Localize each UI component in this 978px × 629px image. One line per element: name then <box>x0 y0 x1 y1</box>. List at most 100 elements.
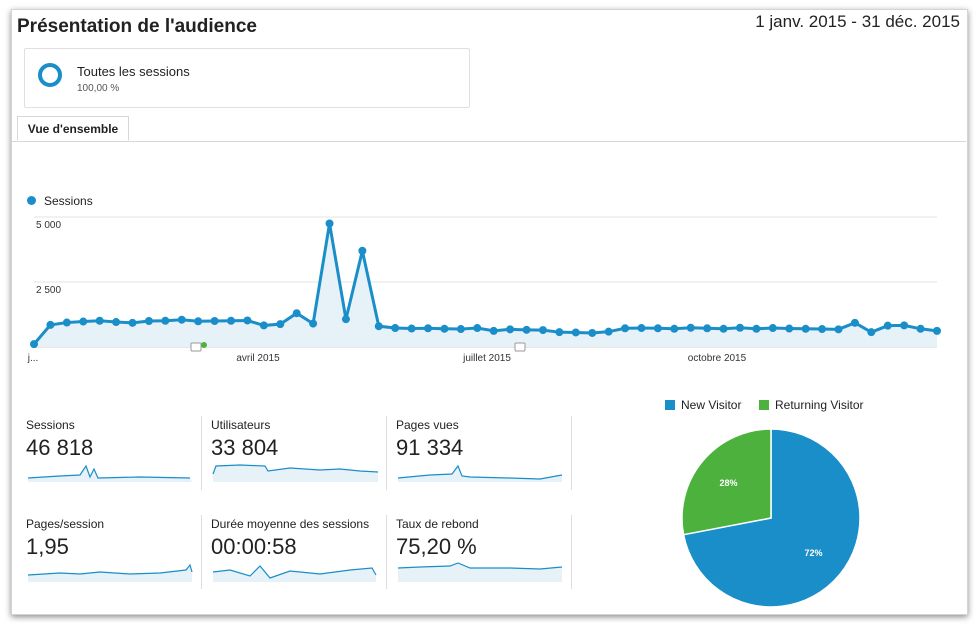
sessions-data-point[interactable] <box>571 328 580 337</box>
sessions-data-point[interactable] <box>292 309 301 318</box>
sessions-data-point[interactable] <box>407 324 416 333</box>
legend-new-visitor[interactable]: New Visitor <box>665 398 741 412</box>
sessions-legend-label[interactable]: Sessions <box>44 194 93 208</box>
sessions-data-point[interactable] <box>358 246 367 255</box>
annotation-icon[interactable] <box>514 342 526 352</box>
sessions-data-point[interactable] <box>801 324 810 333</box>
sessions-data-point[interactable] <box>243 316 252 325</box>
x-tick-label: octobre 2015 <box>687 353 747 364</box>
sessions-data-point[interactable] <box>309 319 318 328</box>
sessions-data-point[interactable] <box>588 328 597 337</box>
segment-percent: 100,00 % <box>77 83 120 94</box>
sessions-data-point[interactable] <box>637 324 646 333</box>
sessions-data-point[interactable] <box>259 321 268 330</box>
metric-pageviews[interactable]: Pages vues 91 334 <box>396 418 566 461</box>
sessions-data-point[interactable] <box>768 324 777 333</box>
sessions-data-point[interactable] <box>374 322 383 331</box>
sessions-data-point[interactable] <box>900 321 909 330</box>
metric-divider <box>571 416 572 490</box>
sessions-data-point[interactable] <box>555 328 564 337</box>
metric-bounce-rate[interactable]: Taux de rebond 75,20 % <box>396 517 566 560</box>
sessions-data-point[interactable] <box>30 340 38 349</box>
sessions-data-point[interactable] <box>538 326 547 335</box>
metric-label: Durée moyenne des sessions <box>211 517 370 531</box>
sessions-data-point[interactable] <box>719 324 728 333</box>
sessions-data-point[interactable] <box>850 318 859 327</box>
sessions-data-point[interactable] <box>834 325 843 334</box>
sessions-data-point[interactable] <box>440 324 449 333</box>
legend-label: New Visitor <box>681 398 742 412</box>
segment-card[interactable]: Toutes les sessions 100,00 % <box>24 48 470 108</box>
x-tick-label: j... <box>27 353 39 364</box>
legend-returning-visitor[interactable]: Returning Visitor <box>759 398 864 412</box>
metric-users[interactable]: Utilisateurs 33 804 <box>211 418 381 461</box>
sessions-data-point[interactable] <box>46 320 55 329</box>
sessions-data-point[interactable] <box>177 315 186 324</box>
sessions-data-point[interactable] <box>391 324 400 333</box>
segment-label: Toutes les sessions <box>77 64 190 79</box>
sessions-area <box>34 223 937 347</box>
x-tick-label: avril 2015 <box>236 353 280 364</box>
sessions-data-point[interactable] <box>686 323 695 332</box>
sessions-data-point[interactable] <box>325 219 334 228</box>
sessions-data-point[interactable] <box>473 324 482 333</box>
pie-slice[interactable] <box>681 428 772 536</box>
sessions-data-point[interactable] <box>276 320 285 329</box>
sessions-data-point[interactable] <box>883 321 892 330</box>
sessions-data-point[interactable] <box>670 324 679 333</box>
sessions-data-point[interactable] <box>341 315 350 324</box>
sessions-data-point[interactable] <box>916 324 925 333</box>
metric-value: 91 334 <box>396 435 464 460</box>
annotation-star-icon[interactable] <box>201 342 207 348</box>
sessions-data-point[interactable] <box>933 326 941 335</box>
sessions-data-point[interactable] <box>867 328 876 337</box>
annotation-icon[interactable] <box>190 342 202 352</box>
sessions-data-point[interactable] <box>227 316 236 325</box>
tab-overview[interactable]: Vue d'ensemble <box>17 116 129 141</box>
metric-divider <box>386 416 387 490</box>
sessions-data-point[interactable] <box>62 318 71 327</box>
sessions-data-point[interactable] <box>604 327 613 336</box>
sessions-data-point[interactable] <box>735 323 744 332</box>
sessions-data-point[interactable] <box>522 325 531 334</box>
metric-label: Pages/session <box>26 517 105 531</box>
sessions-data-point[interactable] <box>144 317 153 325</box>
metric-avg-session-duration[interactable]: Durée moyenne des sessions 00:00:58 <box>211 517 381 560</box>
legend-swatch <box>665 400 675 410</box>
sessions-data-point[interactable] <box>424 324 433 333</box>
pie-slice-label: 72% <box>805 548 823 558</box>
metric-pages-per-session[interactable]: Pages/session 1,95 <box>26 517 196 560</box>
sessions-data-point[interactable] <box>785 324 794 333</box>
sessions-data-point[interactable] <box>161 316 170 325</box>
segment-ring-icon <box>38 63 62 87</box>
sessions-legend-dot <box>27 196 36 205</box>
metric-value: 75,20 % <box>396 534 477 559</box>
pie-slice-label: 28% <box>719 478 737 488</box>
metric-sessions[interactable]: Sessions 46 818 <box>26 418 196 461</box>
sessions-data-point[interactable] <box>621 324 630 333</box>
sessions-data-point[interactable] <box>128 318 137 327</box>
sessions-data-point[interactable] <box>79 317 88 326</box>
sessions-data-point[interactable] <box>112 318 121 327</box>
legend-swatch <box>759 400 769 410</box>
metric-label: Utilisateurs <box>211 418 271 432</box>
date-range-selector[interactable]: 1 janv. 2015 - 31 déc. 2015 <box>755 12 960 31</box>
sessions-data-point[interactable] <box>653 324 662 333</box>
sessions-data-point[interactable] <box>703 324 712 333</box>
y-tick-label: 5 000 <box>36 220 62 231</box>
sessions-data-point[interactable] <box>194 317 203 326</box>
pie-slice[interactable] <box>682 428 861 608</box>
sessions-data-point[interactable] <box>489 326 498 335</box>
sessions-data-point[interactable] <box>456 325 465 334</box>
metric-label: Sessions <box>26 418 75 432</box>
y-tick-label: 2 500 <box>36 285 62 296</box>
sessions-data-point[interactable] <box>752 324 761 333</box>
metric-value: 46 818 <box>26 435 94 460</box>
sessions-data-point[interactable] <box>210 317 219 325</box>
metric-value: 00:00:58 <box>211 534 297 559</box>
sessions-data-point[interactable] <box>506 325 515 334</box>
sessions-data-point[interactable] <box>95 316 104 325</box>
sessions-data-point[interactable] <box>818 325 827 334</box>
